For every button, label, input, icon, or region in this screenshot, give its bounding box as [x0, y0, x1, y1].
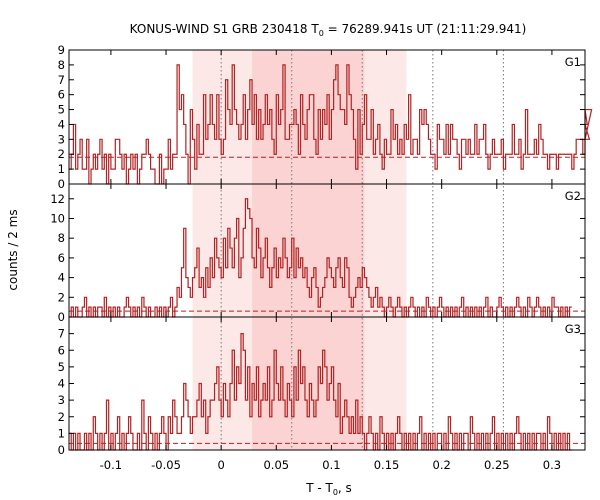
y-tick-label: 5	[58, 360, 65, 374]
x-tick-label: 0.15	[374, 458, 400, 472]
y-tick-label: 4	[58, 117, 65, 131]
y-tick-label: 4	[58, 377, 65, 391]
y-tick-label: 1	[58, 426, 65, 440]
y-tick-label: 7	[58, 327, 65, 341]
y-tick-label: 0	[58, 177, 65, 191]
y-tick-label: 7	[58, 73, 65, 87]
x-tick-label: 0.25	[484, 458, 510, 472]
y-axis-label: counts / 2 ms	[6, 209, 20, 290]
x-tick-label: 0.3	[543, 458, 561, 472]
y-tick-label: 1	[58, 162, 65, 176]
y-tick-label: 5	[58, 103, 65, 117]
y-tick-label: 0	[58, 443, 65, 457]
y-tick-label: 9	[58, 43, 65, 57]
y-tick-label: 3	[58, 132, 65, 146]
panel-label-g3: G3	[565, 322, 581, 336]
y-tick-label: 2	[58, 147, 65, 161]
y-tick-label: 3	[58, 393, 65, 407]
x-tick-label: 0.05	[263, 458, 289, 472]
y-tick-label: 10	[50, 211, 65, 225]
x-axis-label: T - T0, s	[305, 481, 352, 497]
panel-label-g1: G1	[565, 55, 581, 69]
shaded-interval-inner	[252, 50, 365, 450]
light-curve-g1	[69, 64, 593, 185]
y-tick-label: 6	[58, 251, 65, 265]
y-tick-label: 0	[58, 310, 65, 324]
x-tick-label: 0	[217, 458, 224, 472]
x-tick-label: 0.2	[433, 458, 451, 472]
y-tick-label: 4	[58, 271, 65, 285]
y-tick-label: 8	[58, 58, 65, 72]
x-tick-label: 0.1	[322, 458, 340, 472]
y-tick-label: 2	[58, 290, 65, 304]
y-tick-label: 6	[58, 343, 65, 357]
y-tick-label: 6	[58, 88, 65, 102]
y-tick-label: 2	[58, 410, 65, 424]
light-curve-g2	[69, 198, 572, 318]
x-tick-label: -0.1	[100, 458, 122, 472]
y-tick-label: 12	[50, 192, 65, 206]
y-tick-label: 8	[58, 231, 65, 245]
chart-title: KONUS-WIND S1 GRB 230418 T0 = 76289.941s…	[130, 22, 527, 38]
x-tick-label: -0.05	[151, 458, 181, 472]
panel-label-g2: G2	[565, 189, 581, 203]
